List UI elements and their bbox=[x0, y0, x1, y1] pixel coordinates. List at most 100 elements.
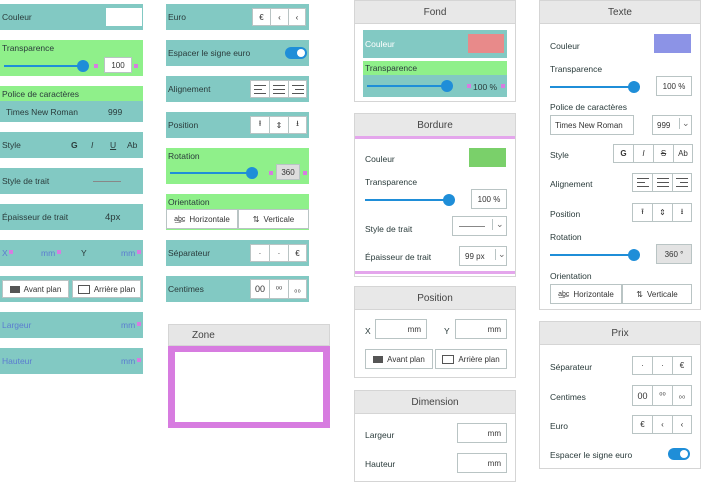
bordure-style-trait-select[interactable]: ⌄ bbox=[452, 216, 507, 236]
prix-cent-normal-button[interactable]: 00 bbox=[632, 385, 652, 406]
font-size[interactable]: 999 bbox=[108, 107, 123, 117]
bordure-knob[interactable] bbox=[443, 194, 455, 206]
texte-verticale-button[interactable]: ⇅ Verticale bbox=[622, 284, 692, 304]
position-y-input[interactable]: mm bbox=[455, 319, 507, 339]
line-style-preview[interactable] bbox=[93, 181, 121, 182]
fond-transparence-value[interactable]: 100 % bbox=[473, 82, 498, 92]
dimension-panel: Dimension Largeur mm Hauteur mm bbox=[354, 390, 516, 482]
position-label: Position bbox=[168, 120, 199, 130]
prix-euro-after-button[interactable]: ‹ bbox=[672, 415, 692, 434]
align-left-button[interactable] bbox=[250, 80, 269, 98]
prix-header: Prix bbox=[540, 322, 700, 345]
prix-espacer-toggle[interactable] bbox=[668, 448, 690, 460]
rotation-label: Rotation bbox=[168, 151, 200, 161]
texte-rotation-knob[interactable] bbox=[628, 249, 640, 261]
texte-font-size-select[interactable]: 999 ⌄ bbox=[652, 115, 692, 135]
prix-euro-before-button[interactable]: € bbox=[632, 415, 652, 434]
underline-button[interactable]: U bbox=[110, 140, 117, 150]
texte-align-left-button[interactable] bbox=[632, 173, 652, 192]
dimension-largeur-input[interactable]: mm bbox=[457, 423, 507, 443]
prix-separateur-label: Séparateur bbox=[550, 362, 593, 372]
prix-cent-superscript-button[interactable]: ⁰⁰ bbox=[652, 385, 672, 406]
position-avant-plan-button[interactable]: Avant plan bbox=[365, 349, 433, 369]
prix-sep-comma-button[interactable]: · bbox=[652, 356, 672, 375]
texte-italic-button[interactable]: I bbox=[633, 144, 653, 163]
prix-cent-subscript-button[interactable]: ₀₀ bbox=[672, 385, 692, 406]
valign-bottom-button[interactable]: ⭳ bbox=[288, 116, 307, 134]
texte-rotation-input[interactable]: 360 ° bbox=[656, 244, 692, 264]
couleur-swatch[interactable] bbox=[106, 8, 142, 26]
texte-bold-button[interactable]: G bbox=[613, 144, 633, 163]
texte-rotation-track[interactable] bbox=[550, 254, 634, 256]
rotation-track[interactable] bbox=[170, 172, 250, 174]
texte-position-label: Position bbox=[550, 209, 581, 219]
transparence-knob[interactable] bbox=[77, 60, 89, 72]
texte-align-right-button[interactable] bbox=[672, 173, 692, 192]
sep-euro-button[interactable]: € bbox=[288, 244, 307, 262]
texte-couleur-label: Couleur bbox=[550, 41, 580, 51]
bordure-track[interactable] bbox=[365, 199, 449, 201]
sep-comma-button[interactable]: · bbox=[269, 244, 288, 262]
rotation-input[interactable]: 360 bbox=[276, 164, 300, 180]
valign-bottom-icon: ⭳ bbox=[680, 206, 684, 216]
prix-sep-dot-button[interactable]: · bbox=[632, 356, 652, 375]
bordure-epaisseur-select[interactable]: 99 px ⌄ bbox=[459, 246, 507, 266]
texte-color-swatch[interactable] bbox=[654, 34, 691, 53]
alignement-label: Alignement bbox=[168, 84, 211, 94]
cent-subscript-button[interactable]: ₀₀ bbox=[288, 279, 307, 299]
bordure-color-swatch[interactable] bbox=[469, 148, 506, 167]
euro-before-button[interactable]: € bbox=[252, 8, 270, 26]
verticale-button[interactable]: ⇅ Verticale bbox=[238, 209, 309, 229]
texte-rotation-label: Rotation bbox=[550, 232, 582, 242]
texte-valign-middle-button[interactable]: ⇕ bbox=[652, 203, 672, 222]
texte-knob[interactable] bbox=[628, 81, 640, 93]
valign-middle-button[interactable]: ⇕ bbox=[269, 116, 288, 134]
align-center-button[interactable] bbox=[269, 80, 288, 98]
rotation-knob[interactable] bbox=[246, 167, 258, 179]
valign-top-button[interactable]: ⭱ bbox=[250, 116, 269, 134]
transparence-track[interactable] bbox=[4, 65, 84, 67]
avant-plan-button[interactable]: Avant plan bbox=[2, 280, 69, 298]
bold-button[interactable]: G bbox=[71, 140, 78, 150]
position-x-input[interactable]: mm bbox=[375, 319, 427, 339]
texte-track[interactable] bbox=[550, 86, 634, 88]
epaisseur-value[interactable]: 4px bbox=[105, 212, 121, 223]
largeur-unit[interactable]: mm bbox=[121, 320, 136, 330]
texte-horizontale-button[interactable]: a͟b͟c Horizontale bbox=[550, 284, 622, 304]
hauteur-unit[interactable]: mm bbox=[121, 356, 136, 366]
dimension-largeur-unit: mm bbox=[487, 429, 501, 438]
fond-color-swatch[interactable] bbox=[468, 34, 504, 53]
fond-track[interactable] bbox=[367, 85, 447, 87]
dimension-title: Dimension bbox=[411, 396, 459, 408]
align-right-button[interactable] bbox=[288, 80, 307, 98]
texte-transparence-input[interactable]: 100 % bbox=[656, 76, 692, 96]
cent-normal-button[interactable]: 00 bbox=[250, 279, 269, 299]
zone-area[interactable] bbox=[168, 346, 330, 428]
espacer-toggle[interactable] bbox=[285, 47, 307, 59]
texte-align-center-button[interactable] bbox=[652, 173, 672, 192]
bordure-transparence-input[interactable]: 100 % bbox=[471, 189, 507, 209]
texte-strike-button[interactable]: S bbox=[653, 144, 673, 163]
position-arriere-plan-button[interactable]: Arrière plan bbox=[435, 349, 507, 369]
transparence-input[interactable]: 100 bbox=[104, 57, 132, 73]
prix-sep-euro-button[interactable]: € bbox=[672, 356, 692, 375]
sep-dot-button[interactable]: · bbox=[250, 244, 269, 262]
case-button[interactable]: Ab bbox=[127, 140, 138, 150]
horizontale-button[interactable]: a͟b͟c Horizontale bbox=[166, 209, 238, 229]
x-unit[interactable]: mm bbox=[41, 248, 56, 258]
cent-superscript-button[interactable]: ⁰⁰ bbox=[269, 279, 288, 299]
texte-case-button[interactable]: Ab bbox=[673, 144, 693, 163]
texte-valign-top-button[interactable]: ⭱ bbox=[632, 203, 652, 222]
italic-button[interactable]: I bbox=[91, 140, 94, 150]
euro-mid-button[interactable]: ‹ bbox=[270, 8, 288, 26]
euro-after-button[interactable]: ‹ bbox=[288, 8, 306, 26]
arriere-plan-button[interactable]: Arrière plan bbox=[72, 280, 141, 298]
y-unit[interactable]: mm bbox=[121, 248, 136, 258]
dimension-hauteur-input[interactable]: mm bbox=[457, 453, 507, 473]
texte-font-select[interactable]: Times New Roman bbox=[550, 115, 634, 135]
texte-valign-bottom-button[interactable]: ⭳ bbox=[672, 203, 692, 222]
fond-knob[interactable] bbox=[441, 80, 453, 92]
orientation-label: Orientation bbox=[168, 197, 210, 207]
prix-euro-mid-button[interactable]: ‹ bbox=[652, 415, 672, 434]
font-select[interactable] bbox=[0, 101, 143, 122]
